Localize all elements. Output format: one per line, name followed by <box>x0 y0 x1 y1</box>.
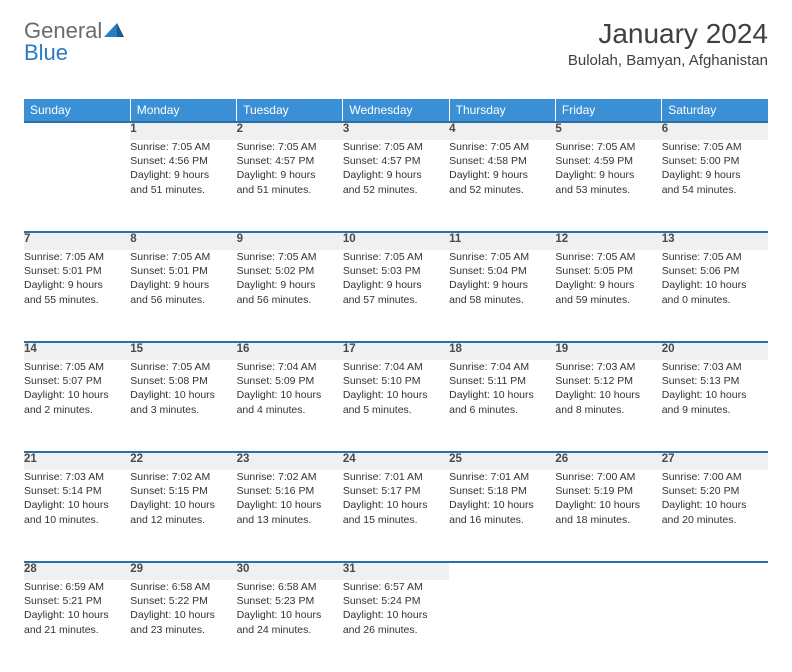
day-cell: Sunrise: 7:05 AMSunset: 5:01 PMDaylight:… <box>24 250 130 342</box>
day-cell: Sunrise: 7:05 AMSunset: 5:04 PMDaylight:… <box>449 250 555 342</box>
day-number: 30 <box>237 562 343 580</box>
day-number: 22 <box>130 452 236 470</box>
day-header: Saturday <box>662 99 768 122</box>
day-cell: Sunrise: 7:03 AMSunset: 5:13 PMDaylight:… <box>662 360 768 452</box>
day-number <box>662 562 768 580</box>
day-header: Tuesday <box>237 99 343 122</box>
day-number <box>449 562 555 580</box>
day-cell: Sunrise: 6:59 AMSunset: 5:21 PMDaylight:… <box>24 580 130 672</box>
day-number: 20 <box>662 342 768 360</box>
calendar-table: SundayMondayTuesdayWednesdayThursdayFrid… <box>24 99 768 672</box>
page-header: General January 2024 Bulolah, Bamyan, Af… <box>24 18 768 69</box>
day-number: 18 <box>449 342 555 360</box>
day-header: Monday <box>130 99 236 122</box>
day-cell: Sunrise: 7:05 AMSunset: 4:57 PMDaylight:… <box>343 140 449 232</box>
day-number: 19 <box>555 342 661 360</box>
day-number: 21 <box>24 452 130 470</box>
day-number: 26 <box>555 452 661 470</box>
day-number: 2 <box>237 122 343 140</box>
day-cell: Sunrise: 7:05 AMSunset: 5:08 PMDaylight:… <box>130 360 236 452</box>
day-number: 24 <box>343 452 449 470</box>
day-number: 14 <box>24 342 130 360</box>
day-cell <box>24 140 130 232</box>
day-number: 3 <box>343 122 449 140</box>
day-cell: Sunrise: 7:05 AMSunset: 4:58 PMDaylight:… <box>449 140 555 232</box>
day-cell: Sunrise: 7:01 AMSunset: 5:18 PMDaylight:… <box>449 470 555 562</box>
day-cell: Sunrise: 7:00 AMSunset: 5:19 PMDaylight:… <box>555 470 661 562</box>
day-number: 7 <box>24 232 130 250</box>
day-number: 16 <box>237 342 343 360</box>
day-cell <box>449 580 555 672</box>
day-cell: Sunrise: 7:03 AMSunset: 5:12 PMDaylight:… <box>555 360 661 452</box>
day-cell: Sunrise: 7:00 AMSunset: 5:20 PMDaylight:… <box>662 470 768 562</box>
day-cell: Sunrise: 7:05 AMSunset: 5:02 PMDaylight:… <box>237 250 343 342</box>
day-cell: Sunrise: 7:01 AMSunset: 5:17 PMDaylight:… <box>343 470 449 562</box>
day-number: 8 <box>130 232 236 250</box>
week-daynum-row: 21222324252627 <box>24 452 768 470</box>
day-header: Wednesday <box>343 99 449 122</box>
day-number: 15 <box>130 342 236 360</box>
day-cell: Sunrise: 6:57 AMSunset: 5:24 PMDaylight:… <box>343 580 449 672</box>
day-number: 23 <box>237 452 343 470</box>
day-cell: Sunrise: 6:58 AMSunset: 5:22 PMDaylight:… <box>130 580 236 672</box>
day-cell: Sunrise: 7:02 AMSunset: 5:15 PMDaylight:… <box>130 470 236 562</box>
day-number: 1 <box>130 122 236 140</box>
month-title: January 2024 <box>568 18 768 50</box>
day-number: 6 <box>662 122 768 140</box>
day-number <box>555 562 661 580</box>
week-content-row: Sunrise: 7:05 AMSunset: 5:07 PMDaylight:… <box>24 360 768 452</box>
day-header: Thursday <box>449 99 555 122</box>
day-number: 13 <box>662 232 768 250</box>
logo-triangle-icon <box>104 18 124 44</box>
day-cell: Sunrise: 7:05 AMSunset: 4:57 PMDaylight:… <box>237 140 343 232</box>
day-number: 11 <box>449 232 555 250</box>
location-text: Bulolah, Bamyan, Afghanistan <box>568 52 768 69</box>
day-cell: Sunrise: 6:58 AMSunset: 5:23 PMDaylight:… <box>237 580 343 672</box>
calendar-header-row: SundayMondayTuesdayWednesdayThursdayFrid… <box>24 99 768 122</box>
day-cell: Sunrise: 7:05 AMSunset: 5:06 PMDaylight:… <box>662 250 768 342</box>
day-header: Sunday <box>24 99 130 122</box>
week-content-row: Sunrise: 7:05 AMSunset: 5:01 PMDaylight:… <box>24 250 768 342</box>
day-number: 12 <box>555 232 661 250</box>
day-number: 29 <box>130 562 236 580</box>
day-number: 10 <box>343 232 449 250</box>
day-number: 31 <box>343 562 449 580</box>
day-cell: Sunrise: 7:05 AMSunset: 5:00 PMDaylight:… <box>662 140 768 232</box>
day-number: 25 <box>449 452 555 470</box>
day-cell: Sunrise: 7:04 AMSunset: 5:11 PMDaylight:… <box>449 360 555 452</box>
day-cell: Sunrise: 7:03 AMSunset: 5:14 PMDaylight:… <box>24 470 130 562</box>
day-number: 27 <box>662 452 768 470</box>
day-cell: Sunrise: 7:05 AMSunset: 5:01 PMDaylight:… <box>130 250 236 342</box>
day-number <box>24 122 130 140</box>
day-cell: Sunrise: 7:05 AMSunset: 5:05 PMDaylight:… <box>555 250 661 342</box>
day-cell: Sunrise: 7:02 AMSunset: 5:16 PMDaylight:… <box>237 470 343 562</box>
day-cell: Sunrise: 7:04 AMSunset: 5:09 PMDaylight:… <box>237 360 343 452</box>
day-cell <box>662 580 768 672</box>
week-daynum-row: 14151617181920 <box>24 342 768 360</box>
week-content-row: Sunrise: 7:03 AMSunset: 5:14 PMDaylight:… <box>24 470 768 562</box>
day-number: 9 <box>237 232 343 250</box>
week-daynum-row: 123456 <box>24 122 768 140</box>
day-cell <box>555 580 661 672</box>
week-daynum-row: 28293031 <box>24 562 768 580</box>
day-number: 5 <box>555 122 661 140</box>
logo-word-2: Blue <box>24 40 68 66</box>
day-cell: Sunrise: 7:05 AMSunset: 4:56 PMDaylight:… <box>130 140 236 232</box>
day-header: Friday <box>555 99 661 122</box>
week-content-row: Sunrise: 7:05 AMSunset: 4:56 PMDaylight:… <box>24 140 768 232</box>
day-cell: Sunrise: 7:05 AMSunset: 4:59 PMDaylight:… <box>555 140 661 232</box>
day-number: 4 <box>449 122 555 140</box>
day-cell: Sunrise: 7:04 AMSunset: 5:10 PMDaylight:… <box>343 360 449 452</box>
week-content-row: Sunrise: 6:59 AMSunset: 5:21 PMDaylight:… <box>24 580 768 672</box>
day-cell: Sunrise: 7:05 AMSunset: 5:03 PMDaylight:… <box>343 250 449 342</box>
day-number: 17 <box>343 342 449 360</box>
day-cell: Sunrise: 7:05 AMSunset: 5:07 PMDaylight:… <box>24 360 130 452</box>
day-number: 28 <box>24 562 130 580</box>
week-daynum-row: 78910111213 <box>24 232 768 250</box>
title-block: January 2024 Bulolah, Bamyan, Afghanista… <box>568 18 768 69</box>
